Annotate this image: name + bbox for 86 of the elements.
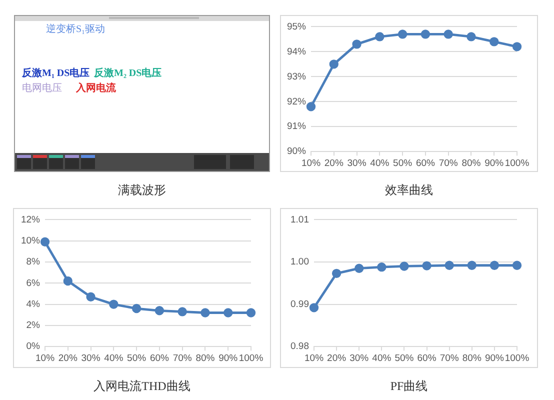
y-tick-label: 0.98 [290,341,309,352]
x-tick-label: 40% [372,352,392,364]
y-tick-label: 92% [286,96,307,108]
point [309,303,319,312]
x-tick-label: 50% [393,158,413,169]
y-tick-label: 6% [26,278,41,289]
y-tick-label: 95% [286,21,307,32]
x-tick-label: 90% [218,352,238,364]
point [332,268,342,278]
x-tick-label: 70% [440,352,460,364]
point [422,261,432,270]
text: PF曲线 [390,379,428,393]
x-tick-label: 90% [484,352,505,364]
point [154,306,164,316]
text: 效率曲线 [385,183,433,197]
y-tick-label: 0% [26,341,41,352]
text: 逆变桥S₁驱动 [46,24,106,36]
x-tick-label: 30% [81,352,101,364]
x-tick-label: 10% [35,352,56,364]
x-tick-label: 40% [370,158,390,169]
point [200,308,210,318]
x-tick-label: 20% [327,352,347,364]
point [109,300,118,309]
text: 反激M₂ DS电压 [94,68,162,80]
x-tick-label: 100% [504,352,530,364]
x-tick-label: 70% [438,158,458,169]
x-tick-label: 60% [416,158,436,169]
x-tick-label: 20% [324,158,344,169]
x-tick-label: 10% [304,352,324,364]
point [375,32,384,42]
point [466,32,476,42]
x-tick-label: 50% [394,352,414,364]
text: 满载波形 [118,183,166,197]
y-tick-label: 8% [26,256,41,268]
y-tick-label: 0.99 [290,298,309,310]
x-tick-label: 80% [196,352,216,364]
y-tick-label: 94% [286,46,307,58]
x-tick-label: 60% [150,352,170,364]
point [132,304,142,314]
y-tick-label: 93% [286,71,307,82]
x-tick-label: 20% [58,352,78,364]
x-tick-label: 30% [350,352,370,364]
point [329,60,338,69]
point [420,30,430,39]
text: 电网电压 [22,83,62,95]
point [377,262,386,272]
x-tick-label: 40% [104,352,124,364]
point [352,40,362,49]
point [306,102,316,112]
point [40,237,50,247]
x-tick-label: 50% [127,352,147,364]
y-tick-label: 2% [26,320,41,332]
point [512,42,522,52]
x-tick-label: 10% [301,158,322,169]
point [63,276,72,286]
y-tick-label: 1.00 [290,256,309,268]
y-tick-label: 1.01 [290,214,309,226]
point [398,30,408,39]
point [444,260,454,270]
x-tick-label: 90% [484,158,504,169]
x-tick-label: 80% [462,158,482,169]
point [467,260,476,270]
point [224,308,233,318]
point [490,37,499,46]
text: 入网电流 [76,83,116,95]
point [354,264,364,273]
y-tick-label: 10% [20,235,41,246]
x-tick-label: 30% [347,158,367,169]
x-tick-label: 100% [504,158,530,169]
x-tick-label: 70% [172,352,192,364]
y-tick-label: 90% [286,146,307,158]
point [490,260,500,270]
text: 入网电流THD曲线 [94,379,190,393]
x-tick-label: 100% [238,352,264,364]
point [444,30,453,39]
y-tick-label: 4% [26,298,41,310]
point [400,262,409,271]
y-tick-label: 91% [286,121,307,132]
x-tick-label: 80% [462,352,482,364]
point [86,292,96,302]
x-tick-label: 60% [417,352,437,364]
point [246,308,256,318]
point [178,307,187,316]
point [512,260,522,270]
y-tick-label: 12% [20,214,41,226]
text: 反激M₁ DS电压 [22,68,90,80]
